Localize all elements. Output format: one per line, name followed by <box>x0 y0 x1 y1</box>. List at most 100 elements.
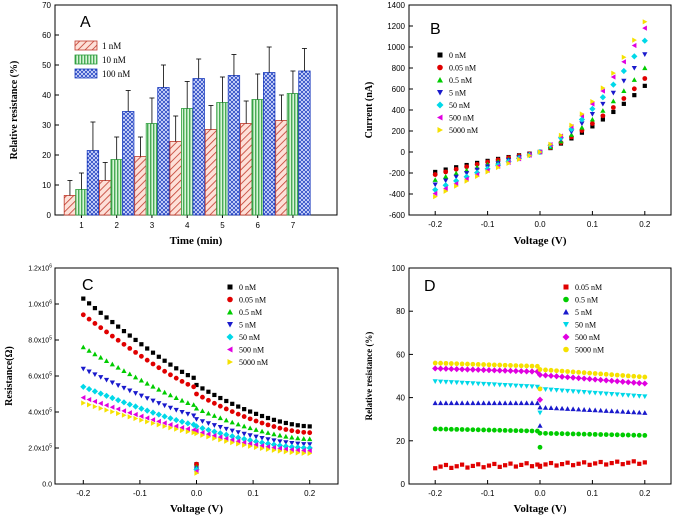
data-point <box>126 401 133 408</box>
data-point <box>485 367 493 374</box>
data-point <box>193 466 200 473</box>
y-tick-label: 1400 <box>387 1 405 10</box>
plot-frame <box>54 267 339 485</box>
data-point <box>185 381 191 387</box>
y-tick-label: 0 <box>401 148 406 157</box>
x-tick-label: 0.1 <box>587 489 599 498</box>
data-point <box>565 431 570 437</box>
data-point <box>620 462 625 467</box>
data-point <box>454 426 460 432</box>
x-axis-label: Voltage (V) <box>513 235 566 247</box>
data-point <box>609 460 614 466</box>
data-point <box>211 413 217 418</box>
data-point <box>464 366 471 373</box>
data-point <box>253 442 259 448</box>
data-point <box>206 434 212 440</box>
data-point <box>295 435 301 441</box>
data-point <box>190 421 197 428</box>
x-tick-label: 7 <box>291 221 296 230</box>
x-tick-label: -0.1 <box>133 489 147 498</box>
y-tick-exponent: 5 <box>49 336 52 342</box>
data-point <box>524 363 530 369</box>
data-point <box>443 178 449 184</box>
data-point <box>581 370 587 376</box>
data-point <box>642 394 648 400</box>
x-axis-label: Voltage (V) <box>513 503 566 515</box>
data-point <box>547 372 555 379</box>
data-point <box>253 427 259 432</box>
bar <box>169 141 182 216</box>
data-point <box>491 400 497 406</box>
legend-marker <box>226 333 234 341</box>
data-point <box>631 42 637 49</box>
data-point <box>448 426 454 432</box>
data-point <box>109 361 115 367</box>
data-point <box>116 324 121 329</box>
data-point <box>432 426 438 432</box>
data-point <box>464 381 471 386</box>
data-point <box>581 390 587 395</box>
data-point <box>223 435 229 442</box>
data-point <box>200 386 205 391</box>
data-point <box>109 333 115 339</box>
data-point <box>592 390 598 396</box>
y-tick-label: 8.0x105 <box>28 336 52 345</box>
data-point <box>621 101 626 106</box>
data-point <box>295 429 301 435</box>
legend-marker <box>563 322 569 328</box>
data-point <box>443 379 449 385</box>
data-point <box>534 363 540 369</box>
data-point <box>283 440 289 445</box>
data-point <box>481 362 487 367</box>
data-point <box>121 412 127 418</box>
data-point <box>144 380 150 386</box>
data-point <box>301 429 307 435</box>
legend-marker <box>227 296 233 303</box>
data-point <box>211 423 217 428</box>
data-point <box>277 432 283 438</box>
data-point <box>259 413 265 419</box>
data-point <box>598 371 604 377</box>
bar <box>157 87 170 216</box>
data-point <box>553 373 560 380</box>
data-point <box>537 404 543 410</box>
data-point <box>241 431 247 437</box>
data-point <box>307 424 312 429</box>
data-point <box>614 372 620 378</box>
y-tick-label: 20 <box>396 437 405 446</box>
data-point <box>289 447 294 453</box>
x-axis: -0.2 -0.1 0.0 0.1 0.2 <box>428 480 651 498</box>
data-point <box>507 400 514 406</box>
data-point <box>558 132 564 138</box>
data-point <box>86 316 92 322</box>
bar <box>227 75 241 216</box>
data-point <box>570 431 576 437</box>
y-tick-label: 0 <box>401 480 406 489</box>
data-point <box>138 353 144 359</box>
bar <box>192 78 205 216</box>
panel-d: 0 20 40 60 80 100 Relative resistance (%) Volta… <box>364 264 672 515</box>
y-tick-exponent: 5 <box>49 408 52 414</box>
data-point <box>642 25 647 31</box>
data-point <box>132 374 139 380</box>
data-point <box>632 37 637 43</box>
data-point <box>103 392 110 399</box>
data-point <box>548 405 554 410</box>
data-point <box>625 379 632 386</box>
data-point <box>575 375 582 382</box>
data-point <box>443 462 449 468</box>
data-point <box>265 437 271 442</box>
data-point <box>564 406 571 411</box>
data-point <box>564 388 571 394</box>
data-point <box>587 407 593 412</box>
data-point <box>470 463 475 469</box>
data-point <box>459 462 465 467</box>
data-point <box>598 459 603 465</box>
data-point <box>625 409 631 414</box>
data-point <box>604 462 609 467</box>
data-point <box>614 408 620 414</box>
data-point <box>212 392 217 398</box>
data-point <box>564 374 571 381</box>
y-tick-label: 100 <box>392 264 406 273</box>
data-point <box>491 367 498 374</box>
